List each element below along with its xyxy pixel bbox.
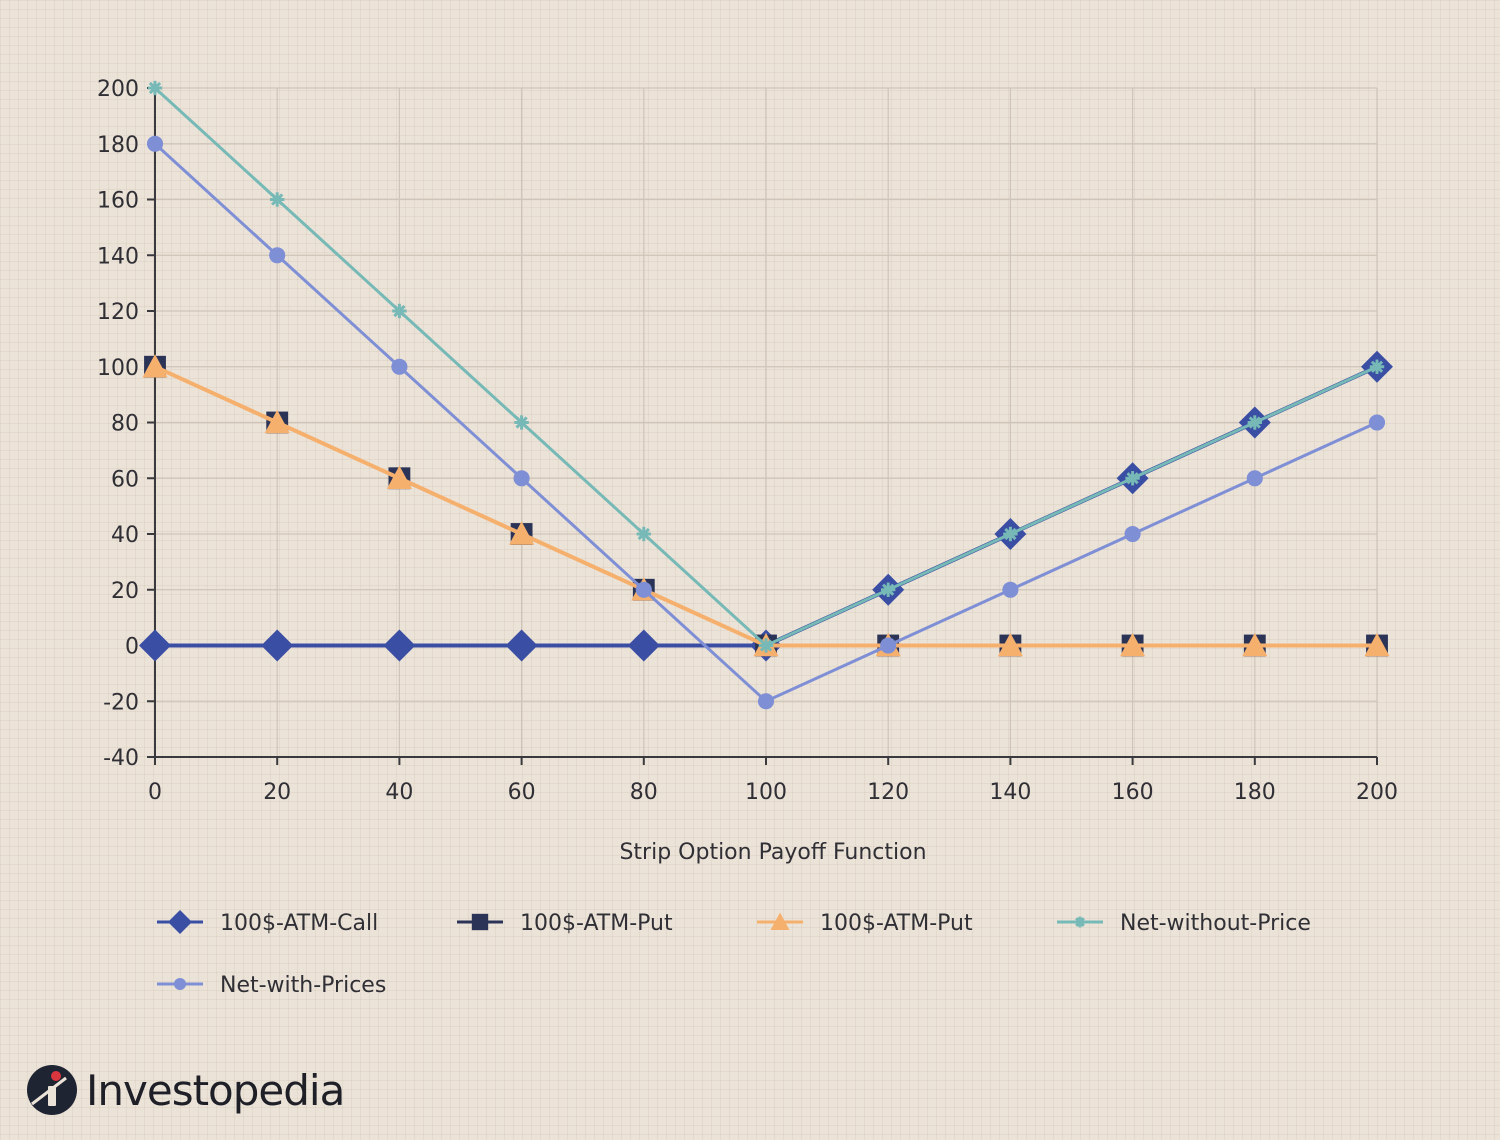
data-point <box>139 629 171 662</box>
data-point <box>1368 414 1386 431</box>
investopedia-logo: Investopedia <box>26 1062 345 1118</box>
x-tick-label: 20 <box>263 780 291 805</box>
y-tick-label: 80 <box>111 412 139 437</box>
legend-marker <box>1074 916 1086 928</box>
data-point <box>1003 526 1018 542</box>
data-point <box>392 303 407 319</box>
y-tick-label: 160 <box>97 189 139 214</box>
data-point <box>514 415 529 430</box>
data-point <box>1242 632 1268 657</box>
data-point <box>383 629 416 662</box>
data-point <box>147 80 163 96</box>
legend-label: 100$-ATM-Put <box>820 911 973 936</box>
data-point <box>880 637 897 654</box>
x-tick-label: 60 <box>508 780 536 805</box>
y-tick-label: 200 <box>97 77 139 102</box>
y-tick-label: -40 <box>103 746 139 771</box>
data-point <box>1124 525 1141 543</box>
data-point <box>881 582 896 597</box>
investopedia-i-icon <box>27 1065 77 1115</box>
x-tick-label: 180 <box>1234 780 1276 805</box>
data-point <box>635 581 652 598</box>
legend-item-2: 100$-ATM-Put <box>757 911 973 936</box>
legend-label: Net-without-Price <box>1120 911 1311 936</box>
data-point <box>1120 632 1146 657</box>
legend-label: 100$-ATM-Put <box>520 911 673 936</box>
x-tick-label: 140 <box>989 780 1031 805</box>
data-point <box>261 629 294 662</box>
y-tick-label: 100 <box>97 356 139 381</box>
x-tick-label: 40 <box>385 780 413 805</box>
legend-item-4: Net-with-Prices <box>157 973 386 998</box>
y-tick-label: 180 <box>97 133 139 158</box>
series-layer <box>139 80 1393 710</box>
y-tick-label: 60 <box>111 467 139 492</box>
data-point <box>386 465 412 489</box>
x-tick-label: 100 <box>745 780 787 805</box>
data-point <box>264 409 290 434</box>
legend-marker <box>471 913 489 931</box>
data-point <box>1369 359 1385 374</box>
legend-marker <box>168 910 192 934</box>
y-tick-label: -20 <box>103 690 139 715</box>
data-point <box>1002 581 1019 598</box>
y-tick-label: 20 <box>111 579 139 604</box>
data-point <box>758 638 774 653</box>
legend-item-3: Net-without-Price <box>1057 911 1311 936</box>
y-tick-label: 40 <box>111 523 139 548</box>
y-tick-label: 120 <box>97 300 139 325</box>
y-tick-label: 0 <box>125 635 139 660</box>
data-point <box>146 135 164 152</box>
x-tick-label: 200 <box>1356 780 1398 805</box>
series-3 <box>147 80 1385 653</box>
axes: -40 -20 0 20 40 60 80 100 120 140 160 180 200 0 20 40 60… <box>97 77 1398 805</box>
data-point <box>513 470 530 487</box>
data-point <box>509 521 535 545</box>
x-tick-label: 0 <box>148 780 162 805</box>
data-point <box>270 192 285 207</box>
data-point <box>1247 415 1262 430</box>
legend-item-1: 100$-ATM-Put <box>457 911 673 936</box>
data-point <box>505 629 538 662</box>
legend-item-0: 100$-ATM-Call <box>157 910 378 936</box>
legend-label: Net-with-Prices <box>220 973 386 998</box>
x-axis-title: Strip Option Payoff Function <box>619 840 926 865</box>
data-point <box>391 358 408 375</box>
legend: 100$-ATM-Call 100$-ATM-Put 100$-ATM-Put Net… <box>157 910 1311 998</box>
data-point <box>1125 471 1140 486</box>
data-point <box>997 632 1023 657</box>
legend-label: 100$-ATM-Call <box>220 911 378 936</box>
legend-marker <box>770 912 790 931</box>
data-point <box>142 354 168 378</box>
data-point <box>636 526 651 542</box>
data-point <box>627 629 660 662</box>
data-point <box>269 247 286 264</box>
x-tick-label: 160 <box>1112 780 1154 805</box>
data-point <box>1246 470 1263 487</box>
logo-text: Investopedia <box>86 1065 345 1115</box>
data-point <box>757 693 775 710</box>
series-4 <box>146 135 1386 710</box>
data-point <box>1364 632 1390 657</box>
y-tick-label: 140 <box>97 244 139 269</box>
legend-marker <box>173 977 187 991</box>
x-tick-label: 120 <box>867 780 909 805</box>
x-tick-label: 80 <box>630 780 658 805</box>
